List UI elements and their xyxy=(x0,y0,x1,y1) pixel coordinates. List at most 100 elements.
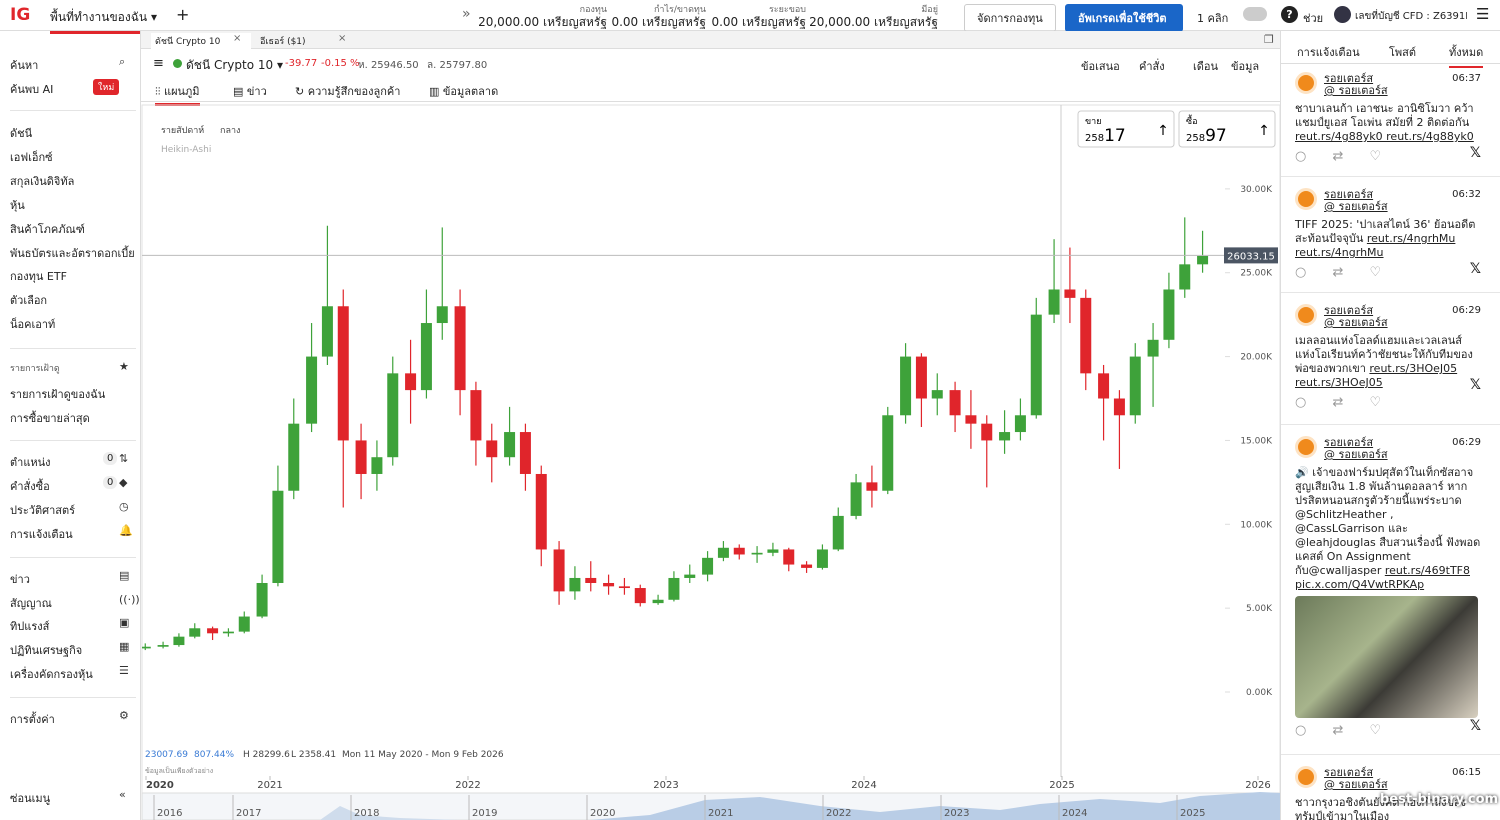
subtab[interactable]: ↻ ความรู้สึกของลูกค้า xyxy=(295,82,400,100)
menu-item[interactable]: ตัวเลือก xyxy=(10,294,48,307)
close-tab[interactable]: × xyxy=(338,33,347,44)
news-link[interactable]: reut.rs/469tTF8 pic.x.com/Q4VwtRPKAp xyxy=(1295,564,1470,591)
menu-item[interactable]: ซ่อนเมนู xyxy=(10,792,51,805)
news-item[interactable]: รอยเตอร์ส @ รอยเตอร์ส 06:29 เมลลอนแห่งโอลด์… xyxy=(1295,304,1481,410)
news-item[interactable]: รอยเตอร์ส @ รอยเตอร์ส 06:37 ชาบาเลนก้า เอาช… xyxy=(1295,72,1481,164)
logo[interactable]: IG xyxy=(10,5,31,25)
avatar[interactable] xyxy=(1334,6,1351,23)
menu-item[interactable]: สินค้าโภคภัณฑ์ xyxy=(10,223,85,236)
menu-item[interactable]: ปฏิทินเศรษฐกิจ xyxy=(10,644,83,657)
navigator-area xyxy=(590,792,1280,820)
menu-item[interactable]: เอฟเอ็กซ์ xyxy=(10,151,53,164)
news-link[interactable]: reut.rs/4ngrhMu reut.rs/4ngrhMu xyxy=(1295,232,1456,259)
menu-link[interactable]: ข้อมูล xyxy=(1231,60,1260,73)
news-item[interactable]: รอยเตอร์ส @ รอยเตอร์ส 06:32 TIFF 2025: 'ปาเ… xyxy=(1295,188,1481,280)
menu-item[interactable]: รายการเฝ้าดูของฉัน xyxy=(10,388,106,401)
menu-item[interactable]: ตำแหน่ง xyxy=(10,456,51,469)
menu-item[interactable]: พันธบัตรและอัตราดอกเบี้ย xyxy=(10,247,135,260)
y-tick-label: 10.00K xyxy=(1240,520,1273,530)
menu-icon[interactable]: ☰ xyxy=(1476,5,1490,23)
navigator-label: 2016 xyxy=(157,808,182,819)
manage-button[interactable]: จัดการกองทุน xyxy=(964,4,1056,32)
icon: ⇅ xyxy=(119,452,129,465)
menu-item[interactable]: ข่าว xyxy=(10,573,30,586)
panel-tab[interactable]: โพสต์ xyxy=(1389,46,1417,59)
subtab-icon: ↻ xyxy=(295,85,308,98)
news-link[interactable]: reut.rs/4g88yk0 reut.rs/4g88yk0 xyxy=(1295,130,1474,143)
menu-item[interactable]: กองทุน ETF xyxy=(10,270,67,283)
menu-item[interactable]: คำสั่งซื้อ xyxy=(10,480,50,493)
scroll[interactable]: » xyxy=(462,6,471,22)
subtab-icon: ⫶⫶ xyxy=(155,85,164,98)
news-actions[interactable]: ○ ⇄ ♡ xyxy=(1295,265,1382,280)
news-separator xyxy=(1281,754,1500,755)
popout-icon[interactable]: ❐ xyxy=(1264,33,1274,46)
instrument-tab[interactable]: อีเธอร์ ($1) xyxy=(260,37,306,47)
icon: « xyxy=(119,788,126,801)
candle-body xyxy=(337,306,349,441)
menu-item[interactable]: การตั้งค่า xyxy=(10,713,55,726)
menu-item[interactable]: การซื้อขายล่าสุด xyxy=(10,412,90,425)
instrument-tab[interactable]: ดัชนี Crypto 10 xyxy=(151,33,251,49)
candle-body xyxy=(238,616,250,632)
menu-item[interactable]: ทิปแรงส์ xyxy=(10,620,50,633)
subtab[interactable]: ▤ ข่าว xyxy=(233,82,267,100)
share-x[interactable]: 𝕏 xyxy=(1469,145,1481,161)
icon: ▦ xyxy=(119,640,130,653)
help-label[interactable]: ช่วย xyxy=(1303,12,1324,25)
panel-rule xyxy=(1281,63,1500,64)
help-icon[interactable]: ? xyxy=(1281,6,1298,23)
candle-body xyxy=(882,415,894,491)
menu-item[interactable]: สกุลเงินดิจิทัล xyxy=(10,175,75,188)
upgrade-button[interactable]: อัพเกรดเพื่อใช้ชีวิต xyxy=(1065,4,1183,32)
panel-tab[interactable]: การแจ้งเตือน xyxy=(1297,46,1360,59)
menu-item[interactable]: การแจ้งเตือน xyxy=(10,528,73,541)
menu-item[interactable]: สัญญาณ xyxy=(10,597,52,610)
menu-item[interactable]: เครื่องคัดกรองหุ้น xyxy=(10,668,93,681)
candle-body xyxy=(850,482,862,516)
news-actions[interactable]: ○ ⇄ ♡ xyxy=(1295,395,1382,410)
menu-link[interactable]: คำสั่ง xyxy=(1139,60,1165,73)
menu-link[interactable]: เดือน xyxy=(1193,60,1219,73)
add-tab[interactable]: + xyxy=(176,5,190,24)
menu-item[interactable]: ค้นพบ AI xyxy=(10,83,54,96)
news-item[interactable]: รอยเตอร์ส @ รอยเตอร์ส 06:15 ชาวกรุงวอชิงตัน… xyxy=(1295,766,1481,820)
navigator-label: 2024 xyxy=(1062,808,1087,819)
icon: ⚙ xyxy=(119,709,129,722)
news-panel: การแจ้งเตือน โพสต์ ทั้งหมดรอยเตอร์ส @ รอยเต… xyxy=(1280,31,1500,820)
news-link[interactable]: reut.rs/3HOeJ05 reut.rs/3HOeJ05 xyxy=(1295,362,1458,389)
menu-item[interactable]: หุ้น xyxy=(10,199,25,212)
news-item[interactable]: รอยเตอร์ส @ รอยเตอร์ส 06:29 🔊 เจ้าของฟาร์มป… xyxy=(1295,436,1481,738)
news-image[interactable] xyxy=(1295,596,1478,718)
subtab[interactable]: ▥ ข้อมูลตลาด xyxy=(429,82,498,100)
menu-item[interactable]: น็อคเอาท์ xyxy=(10,318,56,331)
news-avatar xyxy=(1295,72,1317,94)
instrument-bar: ≡ ดัชนี Crypto 10 ▾ -39.77 -0.15 % ห. 25… xyxy=(141,49,1280,78)
candle-body xyxy=(1014,415,1026,433)
candle-body xyxy=(519,432,531,474)
quote-box[interactable] xyxy=(1178,110,1276,148)
menu-link[interactable]: ข้อเสนอ xyxy=(1081,60,1120,73)
menu-item[interactable]: ประวัติศาสตร์ xyxy=(10,504,76,517)
news-text: TIFF 2025: 'ปาเลสไตน์ 36' ย้อนอดีตสะท้อน… xyxy=(1295,218,1476,245)
quote-price: 25817 xyxy=(1085,126,1126,146)
quote-box[interactable] xyxy=(1077,110,1175,148)
hamburger[interactable]: ≡ xyxy=(153,56,164,71)
separator xyxy=(10,110,136,111)
menu-item[interactable]: ดัชนี xyxy=(10,127,33,140)
menu-item[interactable]: ค้นหา xyxy=(10,59,39,72)
candle-body xyxy=(420,323,432,391)
share-x[interactable]: 𝕏 xyxy=(1469,261,1481,277)
instrument-name[interactable]: ดัชนี Crypto 10 ▾ xyxy=(186,58,283,72)
share-x[interactable]: 𝕏 xyxy=(1469,377,1481,393)
toggle[interactable] xyxy=(1243,7,1267,21)
icon: ((·)) xyxy=(119,593,140,606)
icon: 🔔 xyxy=(119,524,133,537)
close-tab[interactable]: × xyxy=(233,33,242,44)
change-pct: -0.15 % xyxy=(321,58,360,69)
news-actions[interactable]: ○ ⇄ ♡ xyxy=(1295,149,1382,164)
panel-tab[interactable]: ทั้งหมด xyxy=(1449,43,1484,68)
news-actions[interactable]: ○ ⇄ ♡ xyxy=(1295,723,1382,738)
workspace-tab[interactable]: พื้นที่ทำงานของฉัน ▾ xyxy=(50,8,157,34)
share-x[interactable]: 𝕏 xyxy=(1469,718,1481,734)
